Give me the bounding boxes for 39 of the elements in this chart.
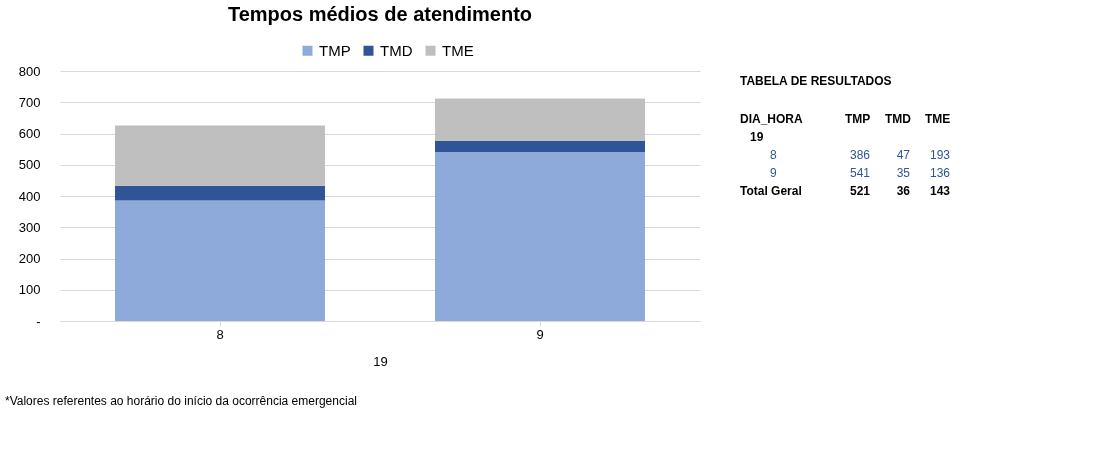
text: TMD [885, 112, 912, 126]
text: *Valores referentes ao horário do início da ocorrência emergencial [5, 394, 357, 408]
legend-label: TMP [319, 41, 351, 59]
text: 386 [849, 148, 871, 162]
text: TABELA DE RESULTADOS [740, 74, 892, 88]
text: TMP [845, 112, 871, 126]
text: 521 [849, 184, 871, 198]
text: 19 [750, 130, 764, 144]
bar [435, 141, 645, 152]
y-tick-label: 200 [18, 251, 41, 266]
y-tick-label: 500 [18, 157, 41, 173]
text: 35 [896, 166, 911, 180]
text: 136 [929, 166, 951, 180]
bar [435, 98, 645, 141]
text: Total Geral [740, 184, 802, 198]
text: TME [925, 112, 951, 126]
y-tick-label: 600 [18, 126, 41, 141]
text: 47 [896, 148, 911, 162]
x-axis-title: 19 [373, 353, 388, 369]
bar [115, 125, 325, 186]
legend-label: TMD [380, 41, 413, 59]
text: 36 [896, 184, 911, 198]
y-tick-label: 800 [18, 63, 41, 79]
text: 8 [770, 148, 777, 162]
text: 541 [849, 166, 871, 180]
chart-title: Tempos médios de atendimento [227, 3, 533, 25]
y-tick-label: 100 [18, 282, 41, 298]
text: 143 [929, 184, 951, 198]
bar [435, 151, 645, 321]
y-tick-label: 300 [18, 219, 41, 235]
text: DIA_HORA [740, 112, 804, 126]
legend-label: TME [442, 41, 474, 59]
y-tick-label: 400 [18, 188, 41, 204]
bar [115, 185, 325, 201]
y-tick-label: 700 [18, 94, 41, 110]
text: 193 [929, 148, 951, 162]
text: 9 [770, 166, 777, 180]
y-tick-label: - [36, 313, 41, 329]
bar [115, 200, 325, 321]
